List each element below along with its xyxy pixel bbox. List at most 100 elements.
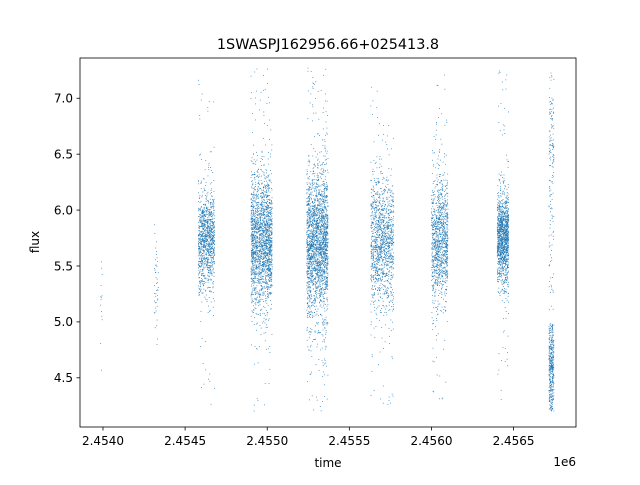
data-point — [267, 228, 268, 230]
data-point — [327, 224, 329, 226]
data-point — [265, 224, 267, 226]
data-point — [210, 242, 212, 244]
data-point — [271, 203, 273, 204]
data-point — [316, 240, 318, 241]
data-point — [261, 165, 262, 166]
data-point — [257, 314, 259, 315]
data-point — [202, 217, 204, 219]
data-point — [257, 191, 259, 192]
data-point — [264, 240, 266, 242]
data-point — [320, 300, 321, 302]
data-point — [263, 115, 265, 116]
data-point — [263, 213, 265, 215]
data-point — [259, 296, 261, 297]
data-point — [321, 334, 323, 335]
data-point — [318, 227, 320, 229]
data-point — [324, 279, 326, 281]
data-point — [260, 298, 262, 300]
data-point — [306, 218, 308, 220]
data-point — [317, 265, 319, 266]
data-point — [311, 279, 313, 281]
data-point — [267, 239, 269, 241]
data-point — [309, 216, 311, 218]
data-point — [322, 216, 324, 218]
data-point — [198, 235, 199, 236]
data-point — [314, 258, 316, 260]
data-point — [320, 276, 322, 278]
data-point — [254, 261, 256, 263]
data-point — [268, 236, 270, 238]
data-point — [322, 324, 324, 326]
data-point — [312, 281, 314, 283]
data-point — [256, 202, 258, 203]
data-point — [308, 233, 309, 235]
data-point — [323, 218, 325, 220]
data-point — [311, 395, 313, 397]
data-point — [207, 261, 209, 263]
data-point — [323, 260, 324, 262]
data-point — [306, 184, 308, 185]
data-point — [326, 269, 328, 271]
data-point — [251, 284, 252, 286]
data-point — [323, 227, 325, 228]
data-point — [309, 233, 311, 235]
data-point — [200, 280, 202, 281]
data-point — [310, 264, 312, 266]
data-point — [315, 272, 316, 274]
data-point — [203, 231, 205, 233]
data-point — [253, 210, 255, 212]
data-point — [205, 230, 207, 232]
data-point — [212, 240, 214, 242]
data-point — [212, 226, 214, 227]
data-point — [206, 248, 208, 250]
data-point — [265, 236, 267, 238]
data-point — [251, 302, 253, 304]
data-point — [259, 259, 260, 261]
data-point — [251, 239, 253, 241]
data-point — [313, 295, 315, 296]
data-point — [309, 248, 311, 250]
data-point — [317, 177, 319, 179]
data-point — [307, 274, 309, 276]
data-point — [260, 278, 262, 280]
data-point — [322, 241, 324, 243]
data-point — [201, 217, 203, 219]
data-point — [201, 387, 202, 388]
data-point — [253, 196, 255, 198]
data-point — [205, 195, 206, 196]
data-point — [321, 262, 323, 264]
data-point — [321, 250, 323, 252]
data-point — [310, 246, 312, 247]
data-point — [207, 223, 209, 225]
data-point — [322, 139, 323, 141]
data-point — [205, 241, 207, 243]
data-point — [267, 291, 268, 293]
data-point — [312, 223, 314, 224]
data-point — [315, 314, 317, 316]
data-point — [268, 235, 270, 237]
data-point — [324, 231, 325, 233]
data-point — [307, 278, 309, 280]
data-point — [269, 240, 271, 242]
data-point — [250, 212, 252, 214]
data-point — [204, 244, 206, 246]
data-point — [201, 301, 203, 303]
data-point — [316, 210, 318, 212]
data-point — [205, 253, 207, 255]
data-point — [208, 234, 210, 236]
data-point — [211, 195, 212, 197]
data-point — [211, 236, 213, 238]
data-point — [307, 219, 309, 221]
data-point — [210, 221, 212, 223]
data-point — [264, 217, 266, 219]
data-point — [315, 253, 317, 255]
data-point — [213, 201, 214, 203]
data-point — [307, 254, 309, 256]
data-point — [210, 206, 212, 208]
data-point — [308, 259, 310, 261]
data-point — [208, 249, 209, 251]
data-point — [323, 276, 325, 278]
data-point — [205, 282, 207, 283]
data-point — [324, 256, 326, 258]
data-point — [266, 248, 267, 250]
